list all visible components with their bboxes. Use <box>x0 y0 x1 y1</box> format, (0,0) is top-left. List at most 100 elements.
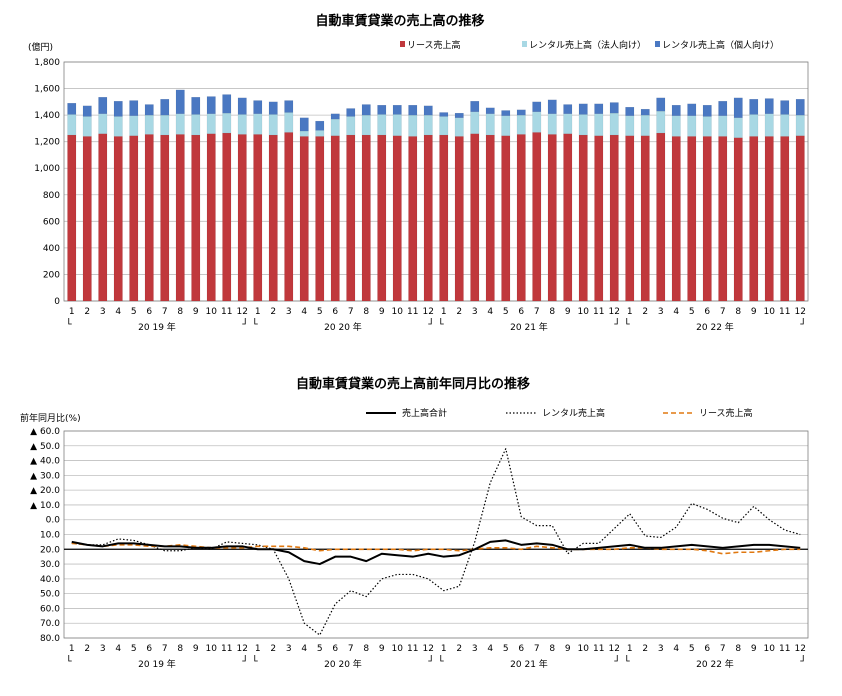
chart2-x-tick-label: 2 <box>84 644 90 654</box>
chart2-x-tick-label: 11 <box>221 644 232 654</box>
chart1-year-bracket-start <box>626 318 630 325</box>
bar-segment-series-0 <box>175 134 185 302</box>
chart2-y-tick-label: 0.0 <box>46 516 61 526</box>
chart1-x-tick-label: 3 <box>286 307 292 317</box>
chart2-x-tick-label: 8 <box>549 644 555 654</box>
bar-segment-series-2 <box>206 96 216 114</box>
bar-segment-series-1 <box>578 114 588 136</box>
legend-label-lease: リース売上高 <box>699 407 753 419</box>
chart1-x-tick-label: 7 <box>720 307 726 317</box>
chart1-year-label: 20 21 年 <box>510 321 548 333</box>
bar-segment-series-2 <box>82 105 92 117</box>
line-series-1 <box>71 448 801 636</box>
chart2-year-bracket-start <box>254 655 258 662</box>
chart2-x-tick-label: 7 <box>720 644 726 654</box>
legend-label-lease: リース売上高 <box>407 39 461 51</box>
chart1-y-tick-label: 1,000 <box>34 164 60 174</box>
bar-segment-series-1 <box>625 115 635 136</box>
chart1-x-tick-label: 2 <box>642 307 648 317</box>
chart1-x-tick-label: 12 <box>423 307 434 317</box>
bar-segment-series-2 <box>454 112 464 118</box>
chart1-x-tick-label: 5 <box>317 307 323 317</box>
bar-segment-series-2 <box>470 101 480 112</box>
chart2-x-tick-label: 9 <box>565 644 571 654</box>
chart1-x-tick-label: 5 <box>131 307 137 317</box>
chart2-x-tick-label: 8 <box>363 644 369 654</box>
bar-segment-series-0 <box>563 133 573 302</box>
chart1-x-tick-label: 6 <box>704 307 710 317</box>
sales-stacked-bar-chart: 自動車賃貸業の売上高の推移 (億円) リース売上高 レンタル売上高（法人向け） … <box>28 13 809 333</box>
bar-segment-series-1 <box>113 116 123 137</box>
bar-segment-series-2 <box>222 94 232 114</box>
chart2-x-tick-label: 9 <box>751 644 757 654</box>
chart2-year-label: 20 19 年 <box>138 658 176 670</box>
chart1-x-tick-label: 10 <box>764 307 776 317</box>
chart1-x-tick-label: 10 <box>206 307 218 317</box>
bar-segment-series-1 <box>82 116 92 137</box>
chart2-gridlines <box>63 430 809 639</box>
chart1-y-tick-label: 400 <box>43 244 60 254</box>
bar-segment-series-1 <box>501 115 511 136</box>
bar-segment-series-2 <box>346 108 356 117</box>
bar-segment-series-1 <box>609 112 619 136</box>
bar-segment-series-0 <box>160 134 170 302</box>
chart1-x-tick-label: 10 <box>392 307 404 317</box>
bar-segment-series-1 <box>532 111 542 133</box>
bar-segment-series-2 <box>640 108 650 116</box>
chart2-year-bracket-start <box>440 655 444 662</box>
bar-segment-series-2 <box>795 99 805 116</box>
bar-segment-series-1 <box>439 116 449 136</box>
chart2-x-tick-label: 8 <box>735 644 741 654</box>
bar-segment-series-0 <box>408 136 418 302</box>
chart2-y-tick-label: 70.0 <box>40 619 60 629</box>
chart1-x-tick-label: 4 <box>487 307 493 317</box>
chart1-y-tick-label: 1,600 <box>34 85 60 95</box>
bar-segment-series-2 <box>144 104 154 116</box>
bar-segment-series-0 <box>547 134 557 302</box>
chart1-x-tick-label: 7 <box>162 307 168 317</box>
bar-segment-series-1 <box>144 114 154 135</box>
bar-segment-series-2 <box>129 100 139 116</box>
chart2-plot-border <box>63 430 809 639</box>
bar-segment-series-2 <box>594 103 604 114</box>
chart2-y-tick-label: 50.0 <box>40 590 60 600</box>
bar-segment-series-1 <box>470 111 480 134</box>
bar-segment-series-0 <box>284 132 294 302</box>
bar-segment-series-0 <box>144 134 154 302</box>
chart2-y-ticks: 80.0 70.0 60.0 50.0 40.0 30.0 20.0 10.0 0.0 ▲ 10.… <box>30 427 60 644</box>
bar-segment-series-1 <box>175 113 185 135</box>
chart1-x-tick-label: 4 <box>115 307 121 317</box>
bar-segment-series-2 <box>268 101 278 115</box>
chart2-x-tick-label: 3 <box>100 644 106 654</box>
bar-segment-series-0 <box>780 136 790 302</box>
chart2-year-bracket-end <box>428 655 432 662</box>
chart2-x-tick-label: 4 <box>673 644 679 654</box>
chart1-x-tick-label: 1 <box>255 307 261 317</box>
chart2-y-tick-label: ▲ 60.0 <box>30 427 60 437</box>
chart2-x-tick-label: 9 <box>193 644 199 654</box>
bar-segment-series-0 <box>749 136 759 302</box>
chart2-year-labels: 20 19 年 20 20 年 20 21 年 20 22 年 <box>138 658 734 670</box>
chart1-x-tick-label: 9 <box>379 307 385 317</box>
chart2-x-tick-label: 4 <box>487 644 493 654</box>
chart1-legend: リース売上高 レンタル売上高（法人向け） レンタル売上高（個人向け） <box>400 39 779 51</box>
bar-segment-series-1 <box>268 114 278 136</box>
bar-segment-series-1 <box>640 114 650 136</box>
legend-label-rental-indiv: レンタル売上高（個人向け） <box>662 39 779 51</box>
chart1-x-tick-label: 8 <box>549 307 555 317</box>
chart1-x-tick-label: 11 <box>221 307 232 317</box>
chart2-x-tick-label: 2 <box>270 644 276 654</box>
chart2-legend: 売上高合計 レンタル売上高 リース売上高 <box>366 407 753 419</box>
bar-segment-series-1 <box>392 114 402 136</box>
legend-label-total: 売上高合計 <box>402 407 447 419</box>
chart2-x-tick-label: 12 <box>795 644 806 654</box>
bar-segment-series-0 <box>439 134 449 302</box>
chart2-x-tick-label: 1 <box>627 644 633 654</box>
bar-segment-series-0 <box>206 133 216 302</box>
bar-segment-series-0 <box>516 134 526 302</box>
chart1-x-tick-label: 7 <box>348 307 354 317</box>
chart2-x-tick-label: 11 <box>407 644 418 654</box>
bar-segment-series-2 <box>237 97 247 115</box>
bar-segment-series-0 <box>764 136 774 302</box>
chart1-title: 自動車賃貸業の売上高の推移 <box>315 13 484 29</box>
